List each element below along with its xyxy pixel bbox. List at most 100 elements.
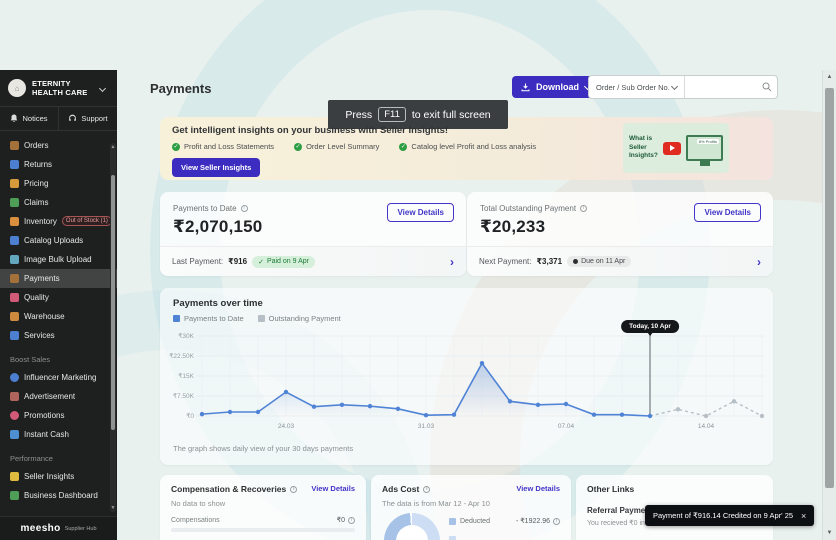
main-scrollbar-thumb[interactable] — [825, 88, 834, 488]
sidebar-item-services[interactable]: Services — [0, 326, 117, 345]
sidebar-item-orders[interactable]: Orders — [0, 136, 117, 155]
card-title: Total Outstanding Payment i — [480, 204, 588, 213]
payments-icon — [10, 273, 19, 283]
sidebar-item-label: Pricing — [24, 178, 49, 188]
chart-title: Payments over time — [173, 298, 263, 309]
chevron-right-icon[interactable]: › — [757, 254, 761, 269]
support-label: Support — [81, 113, 108, 123]
view-details-button[interactable]: View Details — [387, 203, 454, 222]
sidebar-item-label: Services — [24, 330, 55, 340]
sidebar-item-advertisement[interactable]: Advertisement — [0, 387, 117, 406]
payment-credited-toast: Payment of ₹916.14 Credited on 9 Apr' 25… — [645, 505, 815, 526]
sidebar-item-label: Business Dashboard — [24, 490, 98, 500]
last-payment-label: Last Payment: — [172, 257, 224, 266]
order-type-value: Order / Sub Order No. — [596, 82, 670, 92]
payments-chart-plot[interactable]: ₹30K ₹22.50K ₹15K ₹7.50K ₹0 24.03 31.03 07.04 14… — [160, 288, 773, 465]
scroll-up-icon[interactable]: ▲ — [826, 74, 833, 80]
svg-text:31.03: 31.03 — [418, 423, 435, 430]
chevron-right-icon[interactable]: › — [450, 254, 454, 269]
sidebar-item-label: Claims — [24, 197, 49, 207]
sidebar-item-inventory[interactable]: Inventory Out of Stock (1) — [0, 212, 117, 231]
sidebar-item-instant-cash[interactable]: Instant Cash — [0, 425, 117, 444]
chevron-down-icon — [98, 84, 107, 92]
sidebar-item-claims[interactable]: Claims — [0, 193, 117, 212]
card-title: Payments to Date i — [173, 204, 248, 213]
legend-swatch-gray — [257, 315, 265, 322]
sidebar-item-influencer-marketing[interactable]: Influencer Marketing — [0, 368, 117, 387]
search-icon[interactable] — [762, 82, 772, 92]
image-bulk-upload-icon — [10, 254, 19, 264]
next-payment-label: Next Payment: — [479, 257, 532, 266]
sidebar-item-business-dashboard[interactable]: Business Dashboard — [0, 486, 117, 505]
scroll-down-icon[interactable]: ▼ — [826, 530, 833, 536]
second-swatch — [449, 536, 456, 540]
warehouse-icon — [10, 311, 19, 321]
claims-icon — [10, 197, 19, 207]
sidebar-item-image-bulk-upload[interactable]: Image Bulk Upload — [0, 250, 117, 269]
out-of-stock-badge: Out of Stock (1) — [61, 216, 112, 227]
support-button[interactable]: Support — [58, 106, 117, 130]
sidebar-item-promotions[interactable]: Promotions — [0, 406, 117, 425]
main-scrollbar[interactable]: ▲ ▼ — [822, 70, 836, 540]
check-icon: ✓ — [172, 142, 180, 151]
view-details-link[interactable]: View Details — [516, 484, 560, 493]
close-icon[interactable]: × — [801, 510, 807, 521]
info-icon[interactable]: i — [290, 485, 298, 493]
sidebar-item-catalog-uploads[interactable]: Catalog Uploads — [0, 231, 117, 250]
scroll-down-icon[interactable]: ▼ — [110, 505, 116, 511]
info-icon[interactable]: i — [553, 517, 560, 525]
sidebar-scrollbar[interactable]: ▲ ▼ — [110, 143, 116, 512]
view-details-link[interactable]: View Details — [311, 484, 355, 493]
inventory-icon — [10, 216, 19, 226]
sidebar-item-label: Image Bulk Upload — [24, 254, 92, 264]
compensation-recoveries-card: Compensation & Recoveries i View Details… — [160, 475, 366, 540]
view-details-button[interactable]: View Details — [694, 203, 761, 222]
headset-icon — [69, 114, 77, 121]
clock-icon — [573, 259, 579, 264]
sidebar-item-payments[interactable]: Payments — [0, 268, 117, 288]
seller-insights-video[interactable]: What is Seller Insights? 8% Profits — [623, 123, 729, 173]
view-seller-insights-button[interactable]: View Seller Insights — [172, 158, 261, 177]
download-label: Download — [536, 82, 579, 92]
info-icon[interactable]: i — [348, 516, 355, 524]
sidebar-item-warehouse[interactable]: Warehouse — [0, 307, 117, 326]
next-payment-value: ₹3,371 — [536, 257, 563, 266]
play-icon[interactable] — [663, 141, 682, 155]
payments-over-time-card: Payments over time Payments to Date Outs… — [160, 288, 773, 465]
sidebar-item-seller-insights[interactable]: Seller Insights — [0, 467, 117, 486]
info-icon[interactable]: i — [423, 485, 431, 493]
last-payment-row[interactable]: Last Payment: ₹916 ✓ Paid on 9 Apr › — [160, 246, 466, 276]
today-tooltip: Today, 10 Apr — [621, 320, 679, 333]
orders-icon — [10, 140, 19, 150]
referral-payments-sub: You recieved ₹0 in th — [587, 520, 653, 527]
advertisement-icon — [10, 391, 19, 401]
influencer-marketing-icon — [10, 372, 19, 382]
ads-cost-donut-chart — [384, 513, 440, 540]
sidebar-scrollbar-thumb[interactable] — [111, 175, 115, 430]
info-icon[interactable]: i — [240, 205, 248, 212]
sidebar-item-pricing[interactable]: Pricing — [0, 174, 117, 193]
seller-insights-icon — [10, 471, 19, 481]
monitor-illustration: 8% Profits — [686, 135, 723, 166]
sidebar-item-returns[interactable]: Returns — [0, 155, 117, 174]
seller-insights-banner: Get intelligent insights on your busines… — [160, 117, 773, 180]
order-search-group: Order / Sub Order No. — [588, 75, 778, 99]
search-input[interactable] — [692, 82, 762, 92]
notices-button[interactable]: Notices — [0, 107, 58, 130]
sidebar-menu: Orders Returns Pricing Claims Inventory … — [0, 131, 117, 505]
next-payment-row[interactable]: Next Payment: ₹3,371 Due on 11 Apr › — [467, 246, 773, 276]
account-name: ETERNITY HEALTH CARE — [32, 79, 88, 98]
download-button[interactable]: Download — [512, 76, 599, 98]
info-icon[interactable]: i — [580, 205, 588, 212]
account-switcher[interactable]: ⌂ ETERNITY HEALTH CARE — [0, 70, 117, 106]
order-type-select[interactable]: Order / Sub Order No. — [589, 76, 685, 98]
section-label-boost-sales: Boost Sales — [10, 354, 51, 364]
scroll-up-icon[interactable]: ▲ — [110, 144, 116, 150]
meesho-logo: meesho Supplier Hub — [0, 516, 117, 540]
referral-payments-link[interactable]: Referral Payments — [587, 506, 658, 515]
meesho-wordmark: meesho — [20, 523, 61, 534]
card-title: Compensation & Recoveries i — [171, 484, 298, 494]
sidebar-item-quality[interactable]: Quality — [0, 288, 117, 307]
svg-text:07.04: 07.04 — [558, 423, 575, 430]
legend-item: Payments to Date — [173, 314, 244, 323]
